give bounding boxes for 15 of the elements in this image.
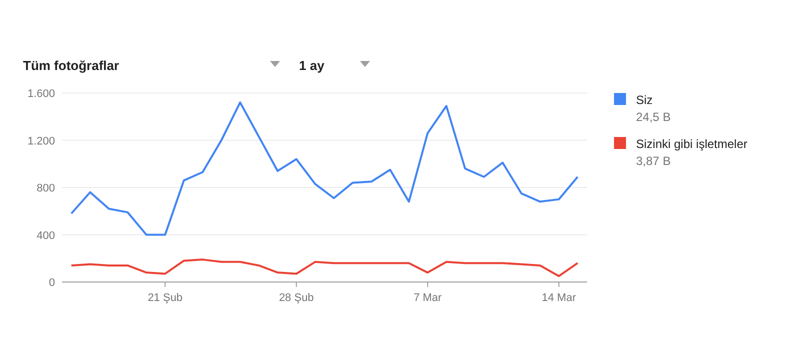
x-tick-label: 21 Şub — [148, 292, 183, 304]
chart-subtitle: 1 ay — [299, 58, 326, 73]
y-tick-label: 1.200 — [27, 135, 55, 148]
y-tick-label: 800 — [36, 182, 55, 194]
x-tick-label: 7 Mar — [414, 292, 442, 304]
text: 3,87 B — [636, 154, 671, 168]
text: 24,5 B — [636, 110, 671, 124]
x-tick-label: 14 Mar — [542, 292, 576, 304]
legend-label: Siz — [636, 93, 653, 107]
legend-label: Sizinki gibi işletmeler — [636, 137, 748, 151]
x-tick-label: 28 Şub — [278, 292, 314, 304]
y-tick-label: 0 — [48, 277, 55, 289]
y-tick-label: 1.600 — [27, 88, 55, 100]
chart-title: Tüm fotoğraflar — [23, 58, 120, 73]
y-tick-label: 400 — [36, 230, 55, 242]
